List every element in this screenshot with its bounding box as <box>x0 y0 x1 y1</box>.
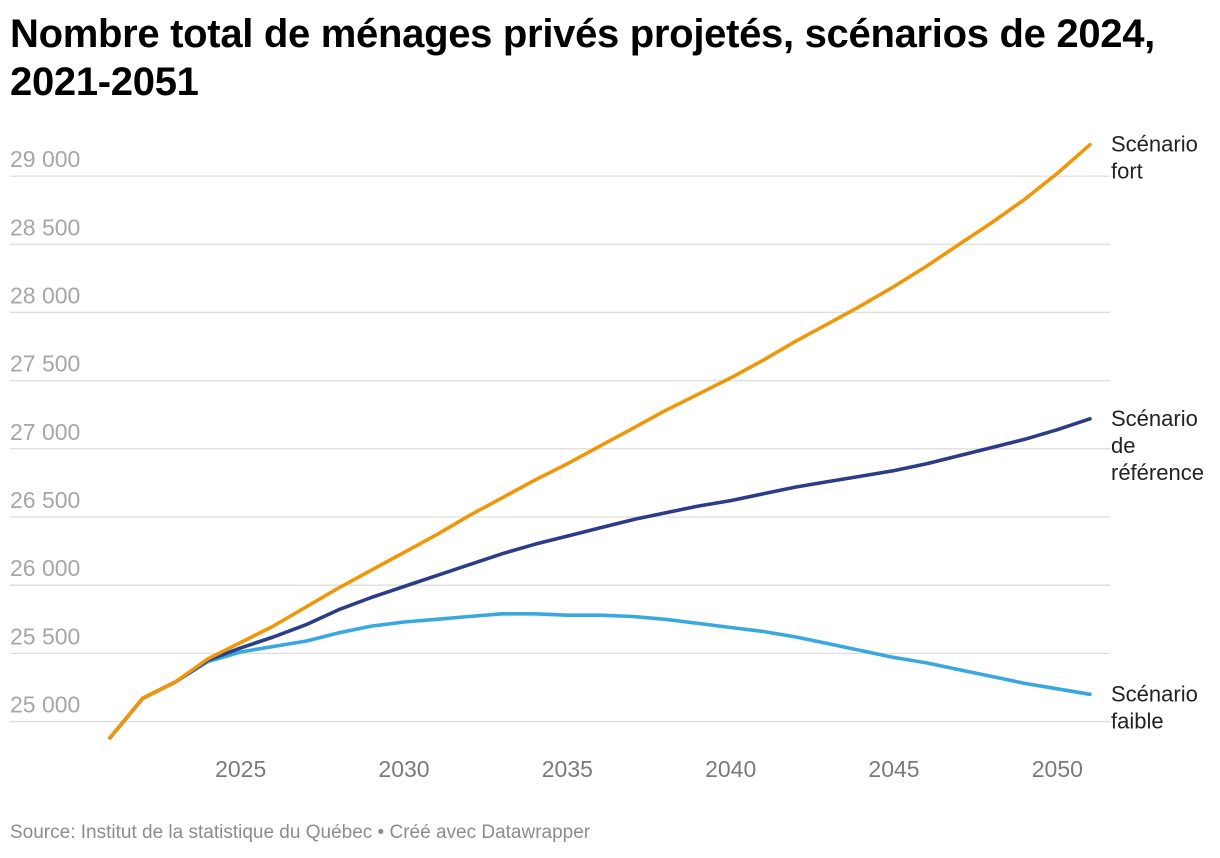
gridlines <box>10 175 1110 723</box>
x-axis: 2025 2030 2035 2040 2045 2050 <box>215 756 1083 782</box>
x-tick-label: 2025 <box>215 756 266 782</box>
series-label-0: Scénario fort <box>1111 132 1198 184</box>
source-note: Source: Institut de la statistique du Qu… <box>10 822 591 843</box>
series-label-line: de <box>1111 433 1135 458</box>
series-label-line: référence <box>1111 460 1204 485</box>
series-line-1 <box>108 416 1092 740</box>
series-lines <box>108 142 1092 740</box>
y-tick-label: 29 000 <box>10 146 80 172</box>
series-label-line: Scénario <box>1111 681 1198 706</box>
x-tick-label: 2030 <box>378 756 429 782</box>
y-tick-label: 25 000 <box>10 692 80 718</box>
y-tick-label: 26 500 <box>10 487 80 513</box>
x-tick-label: 2035 <box>542 756 593 782</box>
x-tick-label: 2050 <box>1032 756 1083 782</box>
series-line-0 <box>108 142 1092 740</box>
y-tick-label: 26 000 <box>10 555 80 581</box>
y-tick-label: 28 500 <box>10 214 80 240</box>
y-axis: 25 000 25 500 26 000 26 500 27 000 27 500 28 0… <box>10 146 80 717</box>
y-tick-label: 27 500 <box>10 351 80 377</box>
series-label-line: faible <box>1111 708 1164 733</box>
series-label-line: Scénario <box>1111 132 1198 157</box>
y-tick-label: 28 000 <box>10 282 80 308</box>
x-tick-label: 2040 <box>705 756 756 782</box>
series-label-1: Scénario de référence <box>1111 406 1204 485</box>
series-line-2 <box>108 611 1092 740</box>
series-label-line: fort <box>1111 159 1143 184</box>
x-tick-label: 2045 <box>868 756 919 782</box>
chart-title: Nombre total de ménages privés projetés,… <box>10 12 1155 104</box>
series-label-2: Scénario faible <box>1111 681 1198 733</box>
y-tick-label: 25 500 <box>10 623 80 649</box>
series-label-line: Scénario <box>1111 406 1198 431</box>
y-tick-label: 27 000 <box>10 419 80 445</box>
